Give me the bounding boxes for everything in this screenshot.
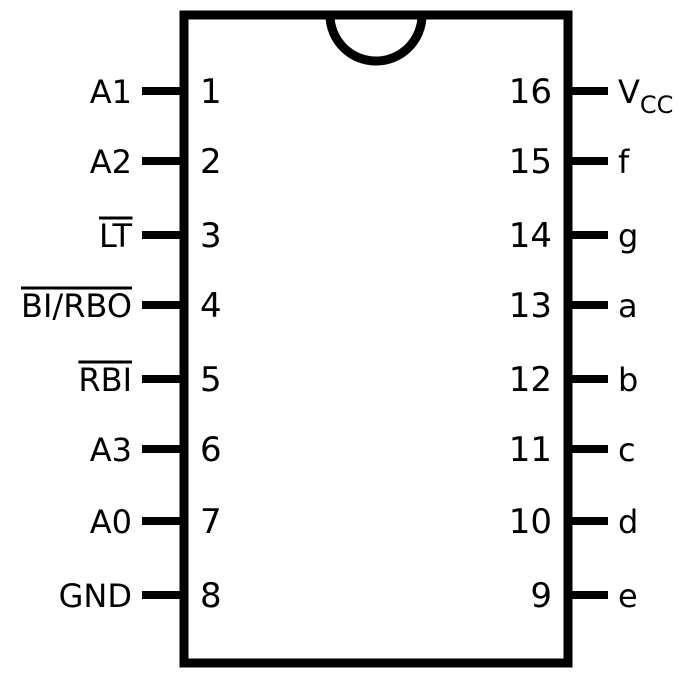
pin-12: 12 b — [509, 360, 639, 400]
pin-4-number: 4 — [200, 286, 222, 326]
pin-15: 15 f — [509, 142, 630, 182]
pin-5: RBI 5 — [78, 360, 222, 400]
pin-13-number: 13 — [509, 286, 552, 326]
pin-16-number: 16 — [509, 72, 552, 112]
pin-10: 10 d — [509, 502, 639, 542]
pin-13: 13 a — [509, 286, 638, 326]
pin-13-label: a — [618, 287, 638, 325]
pin-7-label: A0 — [90, 503, 132, 541]
pin-4-label: BI/RBO — [21, 287, 132, 325]
pin-11-number: 11 — [509, 430, 552, 470]
pin-12-label-main: b — [618, 361, 638, 399]
pin-7: A0 7 — [90, 502, 222, 542]
pin-1: A1 1 — [90, 72, 222, 112]
pin-6-number: 6 — [200, 430, 222, 470]
pin-15-label: f — [618, 143, 630, 181]
pin-11: 11 c — [509, 430, 636, 470]
left-pins-group: A1 1 A2 2 LT 3 BI/RBO 4 RBI 5 A3 6 A0 7 GND 8 — [21, 72, 222, 616]
pin-14-label: g — [618, 217, 638, 255]
pin-15-number: 15 — [509, 142, 552, 182]
chip-body — [179, 10, 573, 668]
pin-14-label-main: g — [618, 217, 638, 255]
pin-16: 16 VCC — [509, 72, 674, 119]
pin-8-label: GND — [59, 577, 132, 615]
pin-1-number: 1 — [200, 72, 222, 112]
pin-9-label-main: e — [618, 577, 638, 615]
pin-3: LT 3 — [99, 216, 222, 256]
pin-13-label-main: a — [618, 287, 638, 325]
pin-15-label-main: f — [618, 143, 630, 181]
pin-5-label: RBI — [78, 361, 132, 399]
pin-8: GND 8 — [59, 576, 222, 616]
pin-1-label: A1 — [90, 73, 132, 111]
pin-10-label-main: d — [618, 503, 638, 541]
pin-11-label-main: c — [618, 431, 636, 469]
pin-4: BI/RBO 4 — [21, 286, 222, 326]
pin-9-number: 9 — [530, 576, 552, 616]
pin-3-number: 3 — [200, 216, 222, 256]
pin-7-number: 7 — [200, 502, 222, 542]
pin-12-label: b — [618, 361, 638, 399]
pin-8-number: 8 — [200, 576, 222, 616]
pin-10-label: d — [618, 503, 638, 541]
pin-9-label: e — [618, 577, 638, 615]
pin-16-label: VCC — [618, 73, 673, 119]
pin-16-label-main: V — [618, 73, 640, 111]
pin-14-number: 14 — [509, 216, 552, 256]
pin-12-number: 12 — [509, 360, 552, 400]
pin-2-label: A2 — [90, 143, 132, 181]
pin-10-number: 10 — [509, 502, 552, 542]
pin-5-number: 5 — [200, 360, 222, 400]
pin1-notch — [325, 14, 427, 66]
pin-6-label: A3 — [90, 431, 132, 469]
pin-11-label: c — [618, 431, 636, 469]
pin-3-label: LT — [99, 217, 132, 255]
pin-2: A2 2 — [90, 142, 222, 182]
pin-14: 14 g — [509, 216, 639, 256]
pin-16-label-subscript: CC — [640, 91, 674, 119]
pin-2-number: 2 — [200, 142, 222, 182]
pin-6: A3 6 — [90, 430, 222, 470]
